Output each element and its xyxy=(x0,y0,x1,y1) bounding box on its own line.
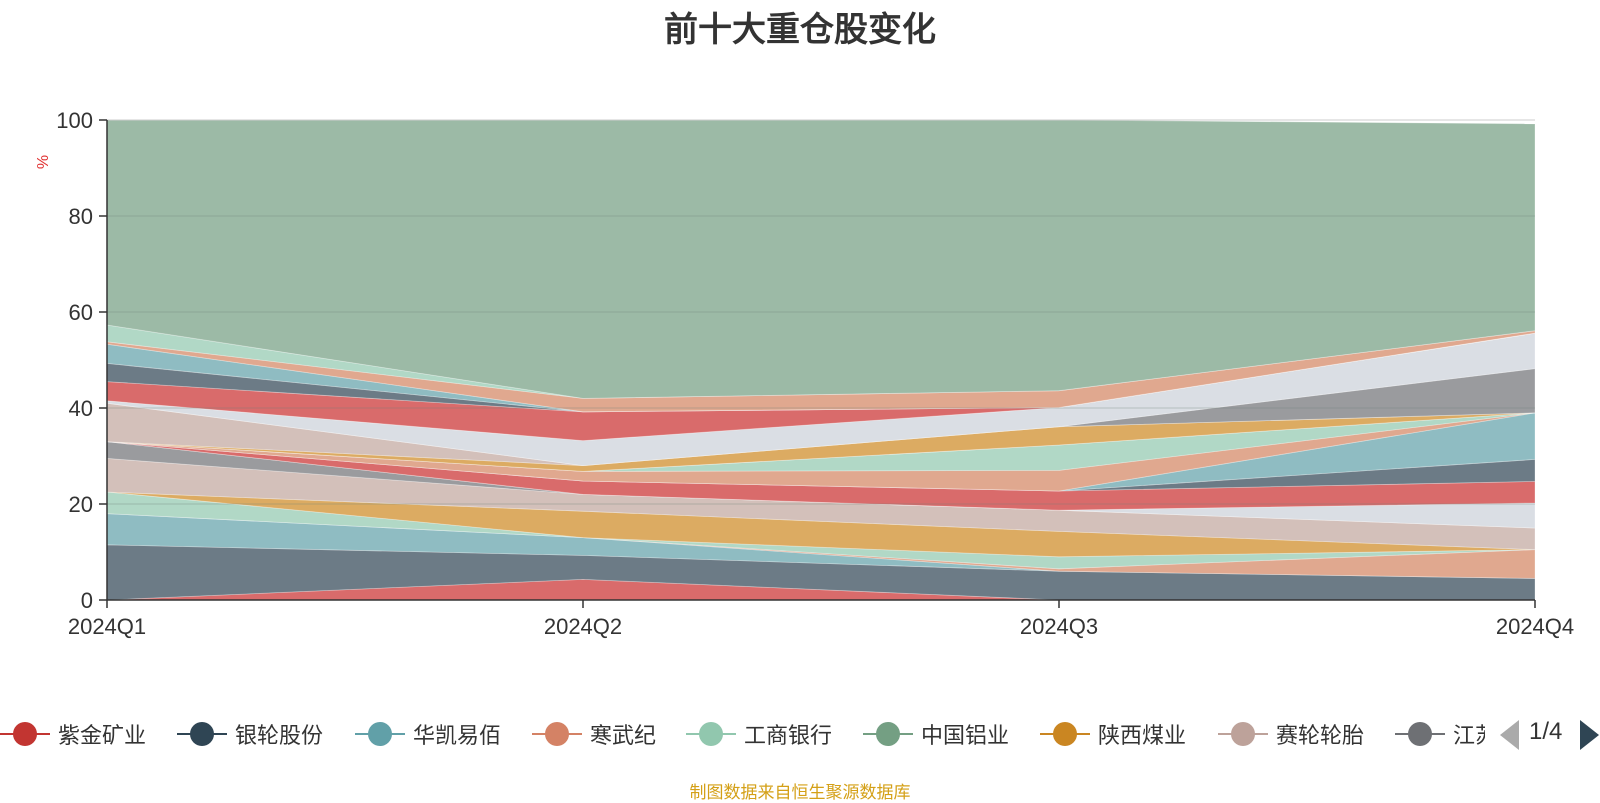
legend-marker-icon xyxy=(355,716,405,752)
legend-item[interactable]: 银轮股份 xyxy=(177,716,323,752)
x-tick-label: 2024Q1 xyxy=(68,614,146,639)
legend-label: 陕西煤业 xyxy=(1098,724,1187,749)
chart-area: 0 20 40 60 80 100 2024Q1 2024Q2 2024Q3 2024Q4 % xyxy=(35,108,1574,639)
legend: 紫金矿业 银轮股份 华凯易佰 寒武纪 工商银行 中国铝业 陕西煤业 赛轮轮胎 江苏银行 1/4 xyxy=(0,716,1600,752)
legend-prev-page-icon[interactable] xyxy=(1500,720,1519,750)
area-layer xyxy=(106,330,1536,413)
y-tick-label: 60 xyxy=(69,300,93,325)
legend-marker-icon xyxy=(532,716,582,752)
legend-items: 紫金矿业 银轮股份 华凯易佰 寒武纪 工商银行 中国铝业 陕西煤业 赛轮轮胎 江苏银行 xyxy=(0,716,1485,752)
legend-marker-icon xyxy=(686,716,736,752)
legend-marker-icon xyxy=(1395,716,1445,752)
legend-label: 寒武纪 xyxy=(590,724,657,749)
legend-item[interactable]: 紫金矿业 xyxy=(0,716,146,752)
y-tick-label: 40 xyxy=(69,396,93,421)
legend-label: 紫金矿业 xyxy=(58,724,147,749)
legend-page-indicator: 1/4 xyxy=(1529,718,1563,745)
area-layer xyxy=(106,491,1536,570)
chart-title: 前十大重仓股变化 xyxy=(664,11,936,49)
area-layers xyxy=(106,119,1536,601)
legend-label: 赛轮轮胎 xyxy=(1276,724,1365,749)
legend-item[interactable]: 寒武纪 xyxy=(532,716,656,752)
legend-item[interactable]: 陕西煤业 xyxy=(1040,716,1186,752)
legend-marker-icon xyxy=(1040,716,1090,752)
legend-label: 华凯易佰 xyxy=(413,724,502,749)
data-source-note: 制图数据来自恒生聚源数据库 xyxy=(689,783,911,803)
x-tick-label: 2024Q4 xyxy=(1496,614,1574,639)
legend-item[interactable]: 中国铝业 xyxy=(863,716,1009,752)
area-layer xyxy=(106,513,1536,579)
legend-label: 银轮股份 xyxy=(235,724,324,749)
x-tick-label: 2024Q2 xyxy=(544,614,622,639)
legend-marker-icon xyxy=(177,716,227,752)
y-axis-label: % xyxy=(35,155,52,169)
legend-marker-icon xyxy=(863,716,913,752)
legend-item[interactable]: 江苏银行 xyxy=(1395,716,1485,752)
area-layer xyxy=(106,332,1536,467)
y-tick-label: 100 xyxy=(56,108,93,133)
y-tick-label: 0 xyxy=(81,588,93,613)
legend-item[interactable]: 赛轮轮胎 xyxy=(1218,716,1364,752)
legend-item[interactable]: 华凯易佰 xyxy=(355,716,501,752)
area-layer xyxy=(106,119,1536,399)
legend-marker-icon xyxy=(0,716,50,752)
legend-label: 中国铝业 xyxy=(921,724,1010,749)
grid-lines xyxy=(107,119,1535,505)
legend-next-page-icon[interactable] xyxy=(1580,720,1599,750)
axes: 0 20 40 60 80 100 2024Q1 2024Q2 2024Q3 2024Q4 xyxy=(56,108,1574,639)
legend-marker-icon xyxy=(1218,716,1268,752)
y-tick-label: 80 xyxy=(69,204,93,229)
x-tick-label: 2024Q3 xyxy=(1020,614,1098,639)
legend-label: 江苏银行 xyxy=(1453,724,1485,749)
legend-label: 工商银行 xyxy=(744,724,833,749)
y-tick-label: 20 xyxy=(69,492,93,517)
legend-item[interactable]: 工商银行 xyxy=(686,716,832,752)
